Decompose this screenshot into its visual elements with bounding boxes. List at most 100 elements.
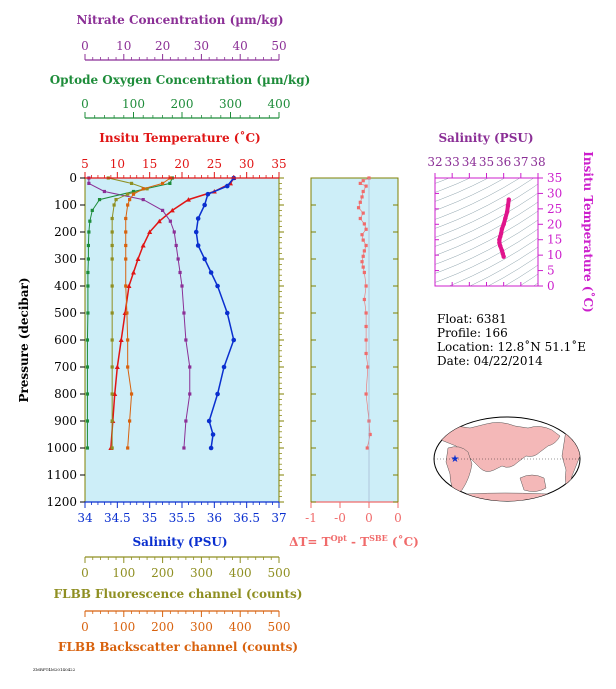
nitrate-axis-tick-label: 10	[116, 39, 131, 53]
ts-temperature-tick-label: 15	[547, 233, 562, 247]
fluorescence-axis-tick-label: 500	[268, 566, 291, 580]
temperature-point	[147, 229, 153, 234]
fluorescence-point	[110, 446, 114, 450]
ts-density-contours	[435, 178, 538, 286]
temperature-axis-tick-label: 25	[207, 157, 222, 171]
fluorescence-point	[110, 230, 114, 234]
ts-density-contour	[435, 178, 450, 184]
ts-point	[497, 237, 502, 242]
ts-salinity-tick-label: 34	[462, 155, 478, 169]
temperature-axis-tick-label: 30	[239, 157, 254, 171]
salinity-point	[206, 418, 212, 424]
ts-salinity-tick-label: 35	[479, 155, 494, 169]
pressure-tick-label: 200	[54, 225, 77, 239]
nitrate-point	[172, 230, 176, 234]
delta-t-point	[364, 351, 368, 356]
oxygen-axis-tick-label: 100	[122, 97, 145, 111]
delta-t-point	[364, 324, 368, 329]
salinity-point	[195, 243, 201, 248]
delta-t-point	[364, 184, 368, 188]
ts-density-contour	[435, 201, 538, 256]
delta-t-point	[364, 392, 368, 396]
oxygen-point	[85, 446, 90, 450]
fluorescence-axis-tick-label: 200	[151, 566, 174, 580]
ts-temperature-tick-label: 0	[547, 279, 555, 293]
oxygen-point	[168, 181, 172, 185]
delta-t-title-unit: (˚C)	[388, 534, 419, 549]
backscatter-point	[131, 192, 136, 196]
ts-density-contour	[519, 273, 538, 286]
backscatter-point	[124, 216, 128, 221]
delta-t-point	[362, 249, 366, 253]
temperature-point	[114, 364, 120, 369]
pressure-tick-label: 700	[54, 360, 77, 374]
ts-salinity-title: Salinity (PSU)	[438, 131, 533, 145]
ts-density-contour	[435, 178, 535, 229]
oxygen-point	[90, 208, 94, 212]
ts-density-contour	[435, 178, 471, 193]
fluorescence-axis-tick-label: 300	[190, 566, 213, 580]
ts-series-layer	[497, 197, 512, 259]
oxygen-point	[86, 257, 90, 261]
fluorescence-point	[110, 365, 114, 369]
salinity-point	[224, 310, 230, 316]
salinity-axis-tick-label: 36	[207, 511, 222, 525]
profile-series-layer	[85, 175, 237, 451]
oxygen-axis: 0 100 200 300 400	[81, 97, 290, 119]
backscatter-axis-tick-label: 400	[229, 620, 252, 634]
nitrate-point	[87, 181, 91, 185]
delta-t-point	[361, 211, 365, 215]
oxygen-axis-tick-label: 0	[81, 97, 89, 111]
ts-density-contour	[435, 192, 538, 247]
salinity-point	[231, 337, 237, 343]
delta-t-point	[362, 297, 366, 302]
ts-density-contour	[435, 228, 538, 283]
nitrate-axis-tick-label: 50	[271, 39, 286, 53]
pressure-tick-label: 400	[54, 279, 77, 293]
delta-t-axis-title: ΔT= TOpt - TSBE (˚C)	[289, 533, 419, 549]
salinity-point	[215, 391, 220, 397]
backscatter-point	[128, 419, 132, 423]
backscatter-point	[124, 230, 128, 234]
temperature-point	[185, 197, 191, 202]
pressure-axis: 0 100 200 300 400 500 600 700 800 900 1000 1100 1200	[46, 171, 284, 509]
float-id: Float: 6381	[437, 312, 507, 326]
ts-temperature-tick-label: 10	[547, 248, 562, 262]
ts-density-contour	[504, 264, 538, 286]
ts-density-contour	[435, 178, 489, 202]
fluorescence-point	[110, 216, 114, 221]
fluorescence-point	[110, 419, 114, 423]
temperature-point	[131, 270, 136, 275]
fluorescence-point	[126, 192, 130, 196]
nitrate-point	[161, 208, 165, 212]
nitrate-axis: 0 10 20 30 40 50	[81, 39, 287, 61]
nitrate-point	[184, 338, 188, 342]
temperature-point	[169, 207, 175, 213]
ts-temperature-tick-label: 30	[547, 186, 562, 200]
delta-t-title-main: ΔT= T	[289, 535, 330, 549]
fluorescence-point	[114, 198, 118, 202]
delta-t-point	[358, 200, 362, 204]
backscatter-axis-tick-label: 200	[151, 620, 174, 634]
nitrate-point	[168, 219, 172, 223]
pressure-tick-label: 1100	[46, 468, 77, 482]
fluorescence-axis-tick-label: 100	[112, 566, 135, 580]
nitrate-axis-tick-label: 30	[194, 39, 209, 53]
salinity-axis-tick-label: 34.5	[104, 511, 131, 525]
delta-t-point	[360, 260, 364, 264]
oxygen-point	[131, 189, 136, 194]
ts-temperature-title: Insitu Temperature (˚C)	[581, 151, 596, 312]
backscatter-point	[124, 243, 128, 248]
temperature-point	[140, 243, 146, 248]
backscatter-point	[141, 187, 145, 191]
delta-t-point	[362, 270, 366, 275]
backscatter-point	[129, 392, 134, 396]
salinity-point	[208, 445, 214, 451]
oxygen-axis-title: Optode Oxygen Concentration (µm/kg)	[50, 73, 311, 87]
oxygen-point	[86, 243, 90, 248]
temperature-axis: 5 10 15 20 25 30 35	[81, 157, 287, 179]
oxygen-axis-tick-label: 300	[219, 97, 242, 111]
ts-density-contour	[435, 178, 521, 220]
backscatter-point	[126, 338, 130, 342]
